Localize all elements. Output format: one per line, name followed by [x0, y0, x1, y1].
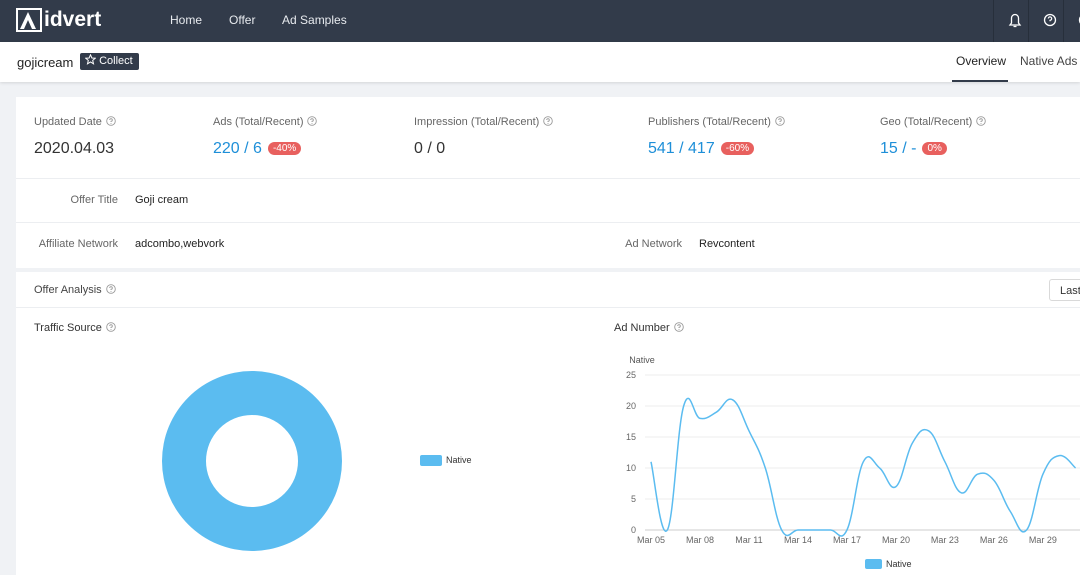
stat-label: Impression (Total/Recent): [414, 116, 554, 129]
info-label: Ad Network: [625, 238, 682, 250]
bell-button[interactable]: [993, 0, 1036, 42]
chart-title: Ad Number: [614, 322, 684, 335]
help-button[interactable]: [1028, 0, 1071, 42]
stat-badge: -40%: [267, 142, 302, 155]
collect-button[interactable]: Collect: [80, 53, 139, 70]
help-icon: [106, 322, 116, 335]
divider: [16, 178, 1080, 179]
x-tick-label: Mar 26: [980, 535, 1008, 545]
stat-label-text: Updated Date: [34, 116, 102, 128]
chart-title-text: Traffic Source: [34, 322, 102, 334]
help-icon: [673, 322, 684, 335]
help-glyph: [105, 284, 116, 294]
stat-label-text: Geo (Total/Recent): [880, 116, 973, 128]
range-label: Last: [1060, 285, 1080, 297]
stat-value: 220 / 6 -40%: [213, 140, 302, 158]
nav-link[interactable]: Ad Samples: [282, 13, 347, 27]
x-tick-label: Mar 29: [1029, 535, 1057, 545]
stat-label: Publishers (Total/Recent): [648, 116, 785, 129]
y-tick-label: 5: [631, 494, 636, 504]
info-label: Offer Title: [70, 194, 118, 206]
stat-label: Updated Date: [34, 116, 116, 129]
y-tick-label: 10: [626, 463, 636, 473]
offer-header: gojicream Collect Overview Native Ads: [0, 42, 1080, 82]
nav-link[interactable]: Home: [170, 13, 203, 27]
y-tick-label: 0: [631, 525, 636, 535]
help-glyph: [106, 116, 116, 126]
range-button[interactable]: Last: [1049, 279, 1080, 301]
x-tick-label: Mar 08: [686, 535, 714, 545]
stat-value: 541 / 417 -60%: [648, 140, 755, 158]
help-icon: [307, 116, 318, 129]
stat-badge: 0%: [922, 142, 947, 155]
x-tick-label: Mar 14: [784, 535, 812, 545]
stat-label-text: Impression (Total/Recent): [414, 116, 540, 128]
stat-value: 2020.04.03: [34, 140, 115, 157]
stat-value-text: 15 / -: [880, 140, 917, 157]
help-glyph: [976, 116, 987, 126]
divider: [16, 222, 1080, 223]
tab[interactable]: Native Ads: [1020, 54, 1078, 68]
help-icon: [543, 116, 554, 129]
x-tick-label: Mar 05: [637, 535, 665, 545]
stat-value-text: 541 / 417: [648, 140, 715, 157]
tab-underline: [952, 80, 1008, 82]
info-value: adcombo,webvork: [135, 238, 225, 250]
stat-value-text: 220 / 6: [213, 140, 262, 157]
tab[interactable]: Overview: [956, 54, 1007, 68]
stat-label: Ads (Total/Recent): [213, 116, 318, 129]
stat-value: 0 / 0: [414, 140, 446, 157]
logo-icon: [16, 8, 42, 32]
help-icon: [775, 116, 785, 129]
line-series: [650, 397, 1077, 537]
x-tick-label: Mar 11: [735, 535, 762, 545]
help-glyph: [106, 322, 116, 332]
chart-title: Traffic Source: [34, 322, 116, 335]
x-tick-label: Mar 17: [833, 535, 861, 545]
x-tick-label: Mar 23: [931, 535, 959, 545]
x-tick-label: Mar 20: [882, 535, 910, 545]
help-glyph: [307, 116, 318, 126]
legend-swatch: [420, 455, 442, 466]
logo-text: idvert: [44, 8, 102, 31]
nav-link[interactable]: Offer: [229, 13, 256, 27]
top-nav: idvert Home Offer Ad Samples: [0, 0, 1080, 42]
y-axis-name: Native: [629, 355, 655, 365]
help-icon: [105, 284, 116, 297]
help-icon: [1043, 13, 1057, 27]
info-value: Goji cream: [135, 194, 189, 206]
section-title-text: Offer Analysis: [34, 284, 102, 296]
help-icon: [106, 116, 116, 129]
y-tick-label: 20: [626, 401, 636, 411]
offer-name: gojicream: [17, 55, 74, 70]
star-icon: [84, 53, 97, 65]
y-tick-label: 25: [626, 370, 636, 380]
help-icon: [976, 116, 987, 129]
collect-label: Collect: [99, 55, 133, 67]
stat-label-text: Publishers (Total/Recent): [648, 116, 771, 128]
bell-icon: [1008, 13, 1022, 28]
section-title: Offer Analysis: [34, 284, 116, 297]
legend-label: Native: [886, 559, 912, 569]
overview-card: Updated Date 2020.04.03 Ads (Total/Recen…: [16, 97, 1080, 268]
legend-label: Native: [446, 455, 472, 465]
stat-badge: -60%: [720, 142, 755, 155]
stat-label: Geo (Total/Recent): [880, 116, 987, 129]
pie-slice: [162, 371, 342, 551]
chart-title-text: Ad Number: [614, 322, 670, 334]
info-value: Revcontent: [699, 238, 755, 250]
stat-value: 15 / - 0%: [880, 140, 947, 158]
stat-label-text: Ads (Total/Recent): [213, 116, 304, 128]
info-label: Affiliate Network: [38, 238, 118, 250]
help-glyph: [775, 116, 785, 126]
legend-swatch: [865, 559, 882, 569]
y-tick-label: 15: [626, 432, 636, 442]
help-glyph: [673, 322, 684, 332]
divider: [16, 307, 1080, 308]
help-glyph: [543, 116, 554, 126]
